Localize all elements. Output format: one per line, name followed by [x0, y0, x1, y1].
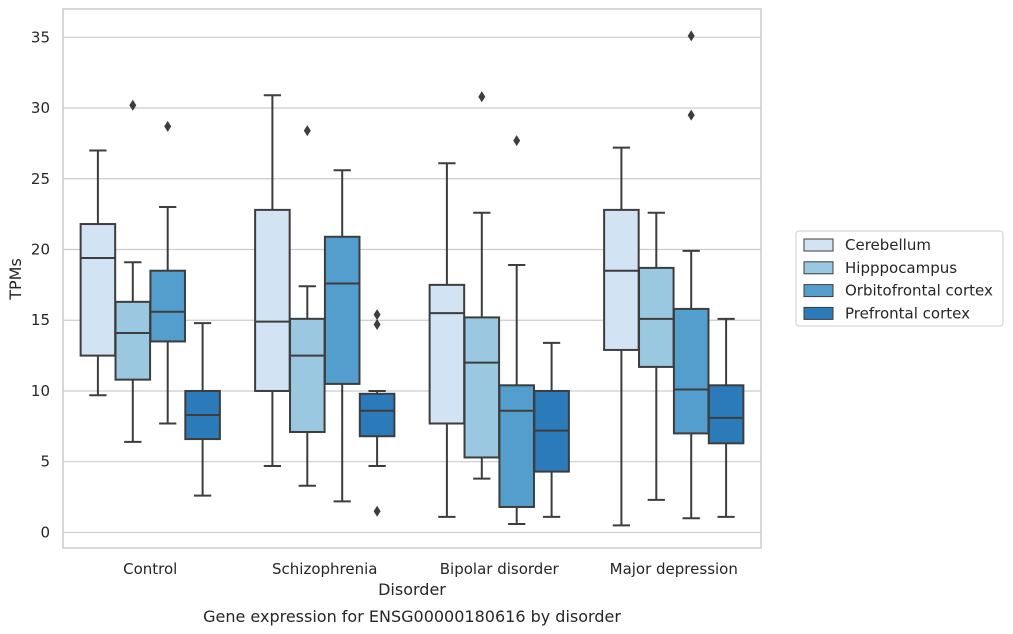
legend-label-0: Cerebellum	[845, 236, 931, 254]
x-tick-label-1: Schizophrenia	[272, 560, 377, 578]
x-tick-label-0: Control	[123, 560, 177, 578]
y-tick-label-35: 35	[31, 28, 50, 46]
legend-label-2: Orbitofrontal cortex	[845, 282, 993, 300]
outlier-point-0	[478, 91, 486, 103]
legend-frame	[795, 230, 1004, 327]
legend-swatch-0	[803, 238, 834, 252]
y-tick-label-30: 30	[31, 99, 50, 117]
legend-swatch-3	[803, 306, 834, 320]
box-iqr	[638, 266, 675, 368]
y-axis-label: TPMs	[6, 258, 25, 301]
box-2-2	[498, 135, 535, 525]
box-2-0	[428, 162, 466, 518]
outlier-point-2	[373, 505, 381, 517]
box-iqr	[358, 392, 396, 438]
legend-label-3: Prefrontal cortex	[845, 304, 970, 322]
box-iqr	[707, 384, 745, 445]
box-2-1	[463, 91, 501, 480]
box-iqr	[149, 269, 186, 343]
box-iqr	[498, 384, 535, 508]
box-0-3	[184, 322, 221, 497]
box-0-1	[114, 99, 152, 443]
box-iqr	[114, 300, 152, 381]
box-3-1	[638, 211, 675, 501]
outlier-point-0	[687, 30, 695, 42]
box-1-1	[289, 125, 326, 487]
box-1-2	[323, 169, 361, 503]
box-iqr	[79, 223, 117, 357]
y-tick-labels: 0 5 10 15 20 25 30 35	[31, 28, 50, 541]
box-iqr	[428, 283, 466, 425]
x-tick-labels: Control Schizophrenia Bipolar disorder Majo…	[123, 560, 738, 578]
box-3-3	[707, 317, 745, 518]
box-1-3	[358, 309, 396, 517]
x-tick-label-3: Major depression	[610, 560, 738, 578]
box-0-0	[79, 149, 117, 397]
outlier-point-0	[373, 309, 381, 321]
box-0-2	[149, 120, 186, 425]
outlier-point-0	[129, 99, 137, 111]
box-iqr	[672, 307, 710, 435]
plot-frame	[62, 8, 762, 549]
box-iqr	[254, 208, 291, 392]
legend-swatch-2	[803, 284, 834, 298]
box-iqr	[603, 208, 640, 351]
outlier-point-1	[373, 318, 381, 330]
x-axis-label: Disorder	[378, 580, 446, 599]
y-tick-label-0: 0	[40, 523, 50, 541]
box-2-3	[533, 341, 570, 518]
boxes-layer	[79, 30, 745, 527]
box-3-2	[672, 30, 710, 520]
y-tick-label-20: 20	[31, 240, 50, 258]
box-1-0	[254, 94, 291, 467]
legend-label-1: Hipppocampus	[845, 259, 957, 277]
outlier-point-0	[513, 135, 521, 147]
outlier-point-0	[303, 125, 311, 137]
box-iqr	[323, 235, 361, 385]
legend-swatch-1	[803, 261, 834, 275]
y-tick-label-15: 15	[31, 311, 50, 329]
box-iqr	[289, 317, 326, 433]
box-3-0	[603, 146, 640, 527]
outlier-point-1	[687, 109, 695, 121]
chart-caption: Gene expression for ENSG00000180616 by d…	[203, 607, 621, 626]
y-tick-label-5: 5	[40, 453, 50, 471]
x-tick-label-2: Bipolar disorder	[440, 560, 560, 578]
y-tick-label-10: 10	[31, 382, 50, 400]
y-tick-label-25: 25	[31, 170, 50, 188]
outlier-point-0	[164, 120, 172, 132]
box-iqr	[463, 316, 501, 459]
legend: Cerebellum Hipppocampus Orbitofrontal cort…	[795, 230, 1004, 327]
